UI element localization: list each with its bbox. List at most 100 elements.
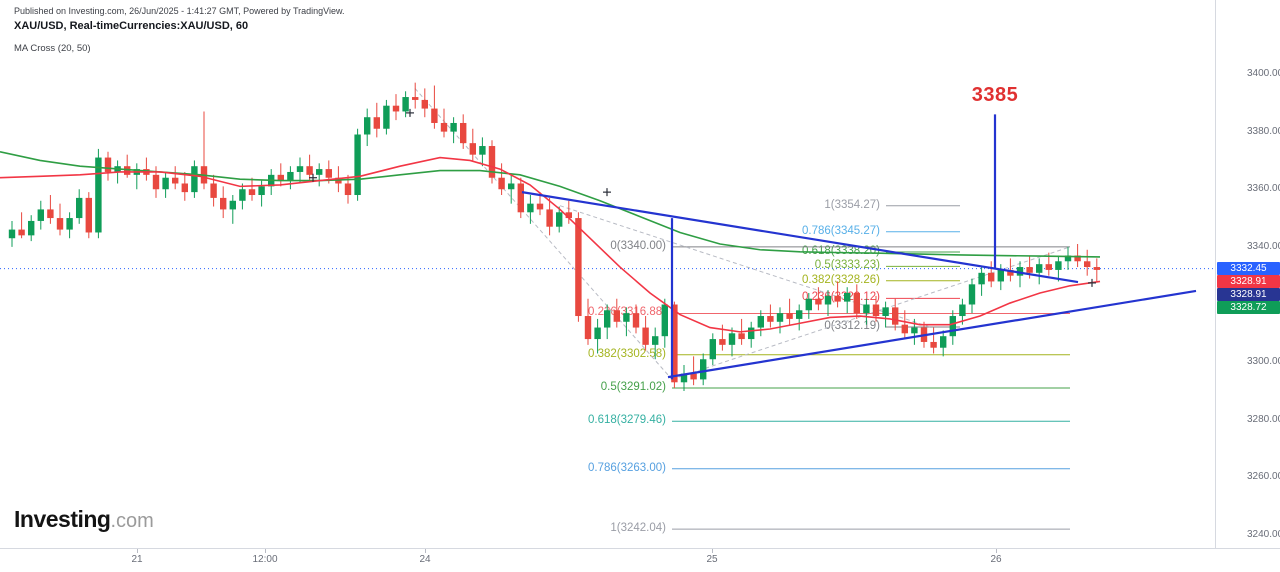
time-label-24: 24 xyxy=(419,554,431,565)
candle-body xyxy=(248,189,256,196)
candle-body xyxy=(613,310,620,322)
candle-body xyxy=(85,197,92,233)
candle-body xyxy=(95,157,102,233)
candle-body xyxy=(556,212,563,227)
candle-body xyxy=(181,183,188,193)
candle-body xyxy=(892,307,899,325)
fib-major-label-0.5: 0.5(3291.02) xyxy=(600,380,666,393)
candle-body xyxy=(239,189,246,201)
time-tick xyxy=(712,549,713,553)
time-label-26: 26 xyxy=(990,554,1002,565)
candle-body xyxy=(671,304,678,383)
candle-body xyxy=(623,313,630,322)
candle-body xyxy=(776,313,784,322)
candle-body xyxy=(162,177,169,190)
candle-body xyxy=(18,229,25,236)
candle-body xyxy=(968,284,976,305)
candle-body xyxy=(565,212,572,219)
ma-fast-line xyxy=(0,156,1101,333)
price-tick-3340.00: 3340.00 xyxy=(1247,240,1280,252)
candle-body xyxy=(517,183,524,213)
trend-line[interactable] xyxy=(667,289,1197,379)
candle-body xyxy=(719,339,726,345)
time-axis[interactable]: 21 12:00 24 25 26 xyxy=(0,548,1280,572)
candle-body xyxy=(440,122,448,132)
candle-body xyxy=(536,203,544,210)
candle-body xyxy=(786,313,793,319)
candle-body xyxy=(479,146,486,155)
candle-body xyxy=(469,143,476,155)
price-tick-3380.00: 3380.00 xyxy=(1247,125,1280,137)
time-label-21: 21 xyxy=(131,554,143,565)
price-tick-3280.00: 3280.00 xyxy=(1247,413,1280,425)
candle-body xyxy=(844,292,851,302)
candle-body xyxy=(37,209,44,221)
published-line: Published on Investing.com, 26/Jun/2025 … xyxy=(14,6,345,16)
fib-major-label-0.786: 0.786(3263.00) xyxy=(587,461,666,474)
trend-line[interactable] xyxy=(521,191,1079,284)
candle-body xyxy=(66,218,73,230)
candle-body xyxy=(392,105,400,112)
price-tick-3300.00: 3300.00 xyxy=(1247,356,1280,368)
candle-body xyxy=(680,373,688,383)
candle-body xyxy=(325,169,332,178)
candle-body xyxy=(508,183,515,190)
candle-body xyxy=(642,327,649,345)
candle-body xyxy=(872,304,880,317)
ma-cross-marker xyxy=(1088,278,1096,287)
candle-body xyxy=(450,122,457,132)
candle-body xyxy=(28,220,35,236)
fib-minor-label-0.618: 0.618(3338.20) xyxy=(801,245,880,258)
candle-body xyxy=(220,197,227,210)
candle-body xyxy=(863,304,870,314)
symbol-title: XAU/USD, Real-timeCurrencies:XAU/USD, 60 xyxy=(14,20,249,32)
candle-body xyxy=(460,122,467,144)
candle-body xyxy=(1064,255,1072,262)
candle-body xyxy=(258,186,265,196)
investing-logo: Investing.com xyxy=(14,506,154,533)
price-axis[interactable]: 3400.00 3380.00 3360.00 3340.00 3300.00 3280.… xyxy=(1215,0,1280,548)
candle-body xyxy=(412,97,419,100)
price-tick-3400.00: 3400.00 xyxy=(1247,68,1280,79)
ma-cross-marker xyxy=(603,188,611,197)
candlestick-series xyxy=(8,82,1100,391)
candle-body xyxy=(47,209,54,219)
candle-body xyxy=(76,197,83,219)
candle-body xyxy=(978,272,985,285)
candle-body xyxy=(421,99,428,109)
fib-minor-label-1: 1(3354.27) xyxy=(824,198,880,211)
candle-body xyxy=(584,316,592,340)
candle-body xyxy=(796,310,803,319)
candle-body xyxy=(575,218,582,317)
candle-body xyxy=(1036,264,1043,273)
fib-major-label-0: 0(3340.00) xyxy=(610,239,666,252)
candle-body xyxy=(402,97,409,112)
candle-body xyxy=(1026,267,1033,273)
candle-body xyxy=(757,316,764,328)
indicator-value-badge: 3328.91 xyxy=(1217,287,1280,301)
candle-body xyxy=(652,336,659,345)
candle-body xyxy=(738,333,745,340)
ma-cross-marker xyxy=(309,173,317,182)
candle-body xyxy=(690,373,697,380)
candle-body xyxy=(8,229,16,239)
logo-text-main: Investing xyxy=(14,506,111,532)
price-tick-3260.00: 3260.00 xyxy=(1247,471,1280,483)
candle-body xyxy=(997,269,1004,282)
indicator-label: MA Cross (20, 50) xyxy=(14,43,91,54)
candle-body xyxy=(1007,269,1014,276)
candle-body xyxy=(594,327,601,340)
candle-body xyxy=(1074,255,1081,262)
candle-body xyxy=(748,327,755,340)
candle-body xyxy=(527,203,534,213)
time-tick xyxy=(137,549,138,553)
price-target-annotation: 3385 xyxy=(971,84,1019,106)
candle-body xyxy=(287,171,294,181)
candle-body xyxy=(1093,267,1100,270)
candle-body xyxy=(344,183,352,196)
candle-body xyxy=(104,157,112,172)
time-label-12:00: 12:00 xyxy=(252,554,278,565)
candle-body xyxy=(277,174,284,181)
